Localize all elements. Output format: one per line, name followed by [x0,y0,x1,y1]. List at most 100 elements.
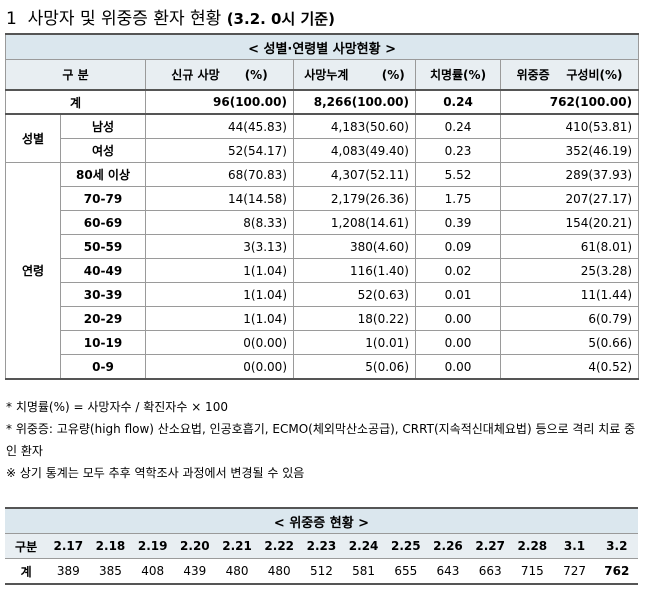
cell: 8,266(100.00) [293,89,416,115]
cell: 0.09 [415,234,501,259]
row-label: 0-9 [60,354,146,380]
header-label: 구분 [5,533,48,559]
date-header: 2.26 [426,533,470,559]
row-label: 60-69 [60,210,146,235]
cell: 410(53.81) [499,113,640,139]
cell: 0(0.00) [145,330,294,355]
column-header: 치명률(%) [415,59,501,91]
date-header: 2.28 [511,533,554,559]
cell: 14(14.58) [145,186,294,211]
note: ※ 상기 통계는 모두 추후 역학조사 과정에서 변경될 수 있음 [6,466,305,480]
data-row: 0-9 0(0.00) 5(0.06) 0.00 4(0.52) [6,354,640,380]
cell: 0.02 [415,258,501,283]
cell: 25(3.28) [499,258,640,283]
row-label: 계 [5,89,146,115]
cell: 1(0.01) [293,330,416,355]
cell: 116(1.40) [293,258,416,283]
value-cell: 727 [553,558,596,585]
cell: 0.00 [415,330,501,355]
cell: 5(0.66) [499,330,640,355]
cell: 4,183(50.60) [293,113,416,139]
data-row: 10-19 0(0.00) 1(0.01) 0.00 5(0.66) [6,330,640,355]
cell: 18(0.22) [293,306,416,331]
table-title: < 성별·연령별 사망현황 > [4,33,640,60]
cell: 1(1.04) [145,258,294,283]
cell: 380(4.60) [293,234,416,259]
data-row: 연령 80세 이상 68(70.83) 4,307(52.11) 5.52 289(37.… [5,162,640,380]
column-header: 구 분 [5,59,146,91]
critical-table: < 위중증 현황 > 구분 2.17 2.18 2.19 2.20 2.21 2.22 2.23… [5,507,638,585]
cell: 52(54.17) [145,138,294,163]
row-label: 여성 [60,138,146,163]
data-row: 여성 52(54.17) 4,083(49.40) 0.23 352(46.19) [6,138,640,163]
cell: 68(70.83) [145,162,294,187]
cell: 4,083(49.40) [293,138,416,163]
title-row: < 성별·연령별 사망현황 > [4,33,640,60]
death-table: < 성별·연령별 사망현황 > 구 분 신규 사망 (%) 사망누계 (%) 치명률(%… [4,33,640,380]
header-row: 구분 2.17 2.18 2.19 2.20 2.21 2.22 2.23 2.24 2.25 2.… [5,533,638,559]
value-row: 계 389 385 408 439 480 480 512 581 655 643 663 715 727… [5,558,638,585]
value-cell: 663 [469,558,512,585]
value-cell: 439 [173,558,216,585]
date-header: 2.18 [89,533,132,559]
row-label: 계 [5,558,48,585]
cell: 207(27.17) [499,186,640,211]
cell: 1,208(14.61) [293,210,416,235]
value-cell: 480 [258,558,301,585]
value-cell: 643 [426,558,470,585]
table-title: < 위중증 현황 > [5,507,638,534]
cell: 1(1.04) [145,282,294,307]
row-label: 10-19 [60,330,146,355]
data-row: 20-29 1(1.04) 18(0.22) 0.00 6(0.79) [6,306,640,331]
date-header: 2.17 [47,533,90,559]
cell: 5.52 [415,162,501,187]
cell: 6(0.79) [499,306,640,331]
row-label: 남성 [60,113,146,139]
value-cell: 480 [215,558,259,585]
value-cell: 762 [595,558,638,585]
title-text: 사망자 및 위중증 환자 현황 [27,9,222,29]
value-cell: 512 [300,558,343,585]
value-cell: 581 [342,558,385,585]
data-row: 70-79 14(14.58) 2,179(26.36) 1.75 207(27.17) [6,186,640,211]
cell: 0.24 [415,113,501,139]
cell: 0.00 [415,354,501,380]
section-number: 1 [6,9,17,29]
notes: * 치명률(%) = 사망자수 / 확진자수 × 100 * 위중증: 고유량(h… [6,396,638,484]
date-header: 2.19 [131,533,174,559]
data-row: 60-69 8(8.33) 1,208(14.61) 0.39 154(20.21) [6,210,640,235]
date-header: 2.25 [384,533,427,559]
cell: 762(100.00) [499,89,640,115]
row-label: 70-79 [60,186,146,211]
date-header: 3.2 [595,533,638,559]
cell: 0.00 [415,306,501,331]
date-header: 2.24 [342,533,385,559]
date-header: 3.1 [553,533,596,559]
cell: 11(1.44) [499,282,640,307]
value-cell: 385 [89,558,132,585]
cell: 0.39 [415,210,501,235]
column-header: 신규 사망 (%) [145,59,294,91]
total-row: 계 96(100.00) 8,266(100.00) 0.24 762(100.00) [5,89,640,115]
cell: 96(100.00) [145,89,294,115]
cell: 4,307(52.11) [293,162,416,187]
cell: 1.75 [415,186,501,211]
row-label: 20-29 [60,306,146,331]
cell: 2,179(26.36) [293,186,416,211]
value-cell: 655 [384,558,427,585]
value-cell: 389 [47,558,90,585]
cell: 352(46.19) [499,138,640,163]
cell: 3(3.13) [145,234,294,259]
cell: 5(0.06) [293,354,416,380]
data-row: 30-39 1(1.04) 52(0.63) 0.01 11(1.44) [6,282,640,307]
date-header: 2.21 [215,533,259,559]
cell: 4(0.52) [499,354,640,380]
cell: 44(45.83) [145,113,294,139]
title-row: < 위중증 현황 > [5,507,638,534]
cell: 0.01 [415,282,501,307]
column-header: 사망누계 (%) [293,59,416,91]
row-label: 40-49 [60,258,146,283]
value-cell: 408 [131,558,174,585]
death-table-body: < 성별·연령별 사망현황 > 구 분 신규 사망 (%) 사망누계 (%) 치명률(%… [4,33,640,380]
